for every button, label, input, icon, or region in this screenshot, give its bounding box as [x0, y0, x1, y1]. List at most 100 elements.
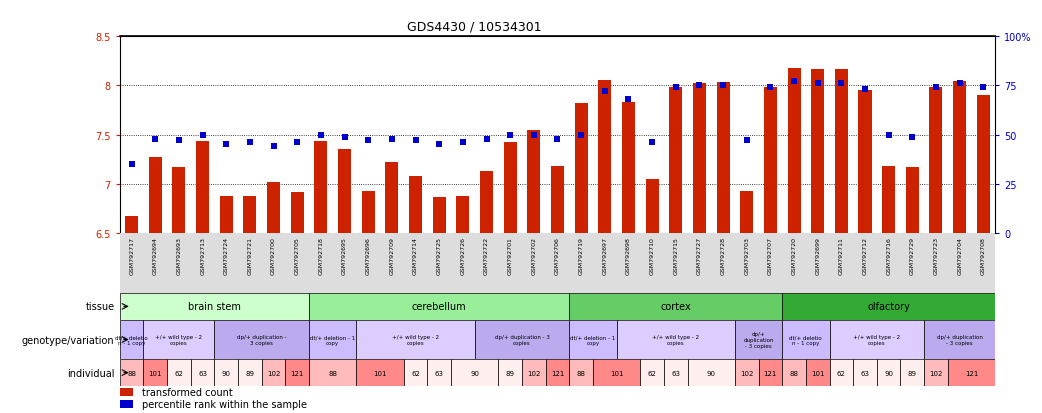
Bar	[149, 158, 162, 233]
Text: 121: 121	[291, 370, 304, 376]
Point	[951, 81, 968, 88]
Text: 88: 88	[328, 370, 338, 376]
Text: GSM792723: GSM792723	[934, 236, 939, 274]
Text: GSM792726: GSM792726	[461, 236, 466, 274]
Bar	[693, 84, 705, 233]
Text: GSM792698: GSM792698	[626, 236, 631, 274]
Bar	[338, 150, 351, 233]
Text: 102: 102	[929, 370, 943, 376]
Text: percentile rank within the sample: percentile rank within the sample	[142, 399, 306, 409]
Text: GSM792709: GSM792709	[390, 236, 394, 274]
Text: GSM792720: GSM792720	[792, 236, 796, 274]
Bar	[410, 176, 422, 233]
Bar	[315, 142, 327, 233]
Bar	[546, 359, 569, 386]
Point	[715, 83, 731, 90]
Point	[313, 132, 329, 139]
Bar	[120, 400, 133, 408]
Text: 88: 88	[790, 370, 798, 376]
Bar	[900, 359, 924, 386]
Text: brain stem: brain stem	[188, 301, 241, 312]
Bar	[480, 171, 493, 233]
Bar	[948, 359, 995, 386]
Text: GSM792717: GSM792717	[129, 236, 134, 274]
Text: GSM792719: GSM792719	[578, 236, 584, 274]
Bar	[120, 388, 133, 396]
Bar	[267, 182, 280, 233]
Text: GSM792708: GSM792708	[981, 236, 986, 274]
Text: GSM792727: GSM792727	[697, 236, 702, 274]
Bar	[569, 320, 617, 359]
Text: 62: 62	[837, 370, 846, 376]
Text: genotype/variation: genotype/variation	[22, 335, 115, 345]
Bar	[498, 359, 522, 386]
Text: GSM792695: GSM792695	[342, 236, 347, 274]
Bar	[788, 69, 800, 233]
Bar	[196, 142, 209, 233]
Text: dt/+ deletion - 1
copy: dt/+ deletion - 1 copy	[311, 334, 355, 345]
Bar	[598, 80, 612, 233]
Text: GSM792701: GSM792701	[507, 236, 513, 274]
Text: 89: 89	[505, 370, 515, 376]
Text: 63: 63	[861, 370, 869, 376]
Bar	[669, 88, 683, 233]
Bar	[167, 359, 191, 386]
Text: 62: 62	[412, 370, 420, 376]
Bar	[569, 359, 593, 386]
Point	[266, 144, 282, 150]
Point	[810, 81, 826, 88]
Text: GSM792707: GSM792707	[768, 236, 773, 274]
Bar	[403, 359, 427, 386]
Text: transformed count: transformed count	[142, 387, 232, 397]
Bar	[622, 103, 635, 233]
Point	[383, 136, 400, 142]
Bar	[617, 320, 735, 359]
Point	[549, 136, 566, 142]
Bar	[688, 359, 735, 386]
Point	[123, 161, 140, 168]
Point	[147, 136, 164, 142]
Point	[833, 81, 849, 88]
Bar	[244, 196, 256, 233]
Text: 90: 90	[706, 370, 716, 376]
Bar	[853, 359, 876, 386]
Bar	[144, 320, 215, 359]
Text: 121: 121	[965, 370, 978, 376]
Bar	[527, 131, 541, 233]
Text: GSM792704: GSM792704	[958, 236, 962, 274]
Text: GSM792705: GSM792705	[295, 236, 300, 274]
Text: dt/+ deletio
n - 1 copy: dt/+ deletio n - 1 copy	[790, 334, 822, 345]
Bar	[522, 359, 546, 386]
Bar	[120, 293, 309, 320]
Bar	[829, 320, 924, 359]
Bar	[239, 359, 262, 386]
Text: 63: 63	[198, 370, 207, 376]
Text: dp/+ duplication -
3 copies: dp/+ duplication - 3 copies	[237, 334, 287, 345]
Text: GSM792694: GSM792694	[153, 236, 157, 274]
Text: 90: 90	[470, 370, 479, 376]
Bar	[924, 359, 948, 386]
Bar	[475, 320, 569, 359]
Text: 121: 121	[551, 370, 564, 376]
Text: 90: 90	[222, 370, 230, 376]
Bar	[427, 359, 451, 386]
Text: cerebellum: cerebellum	[412, 301, 467, 312]
Text: GSM792702: GSM792702	[531, 236, 537, 274]
Point	[573, 132, 590, 139]
Point	[289, 140, 305, 146]
Point	[596, 89, 613, 95]
Bar	[220, 196, 232, 233]
Bar	[740, 191, 753, 233]
Bar	[640, 359, 664, 386]
Bar	[173, 168, 185, 233]
Text: tissue: tissue	[85, 301, 115, 312]
Text: dp/+
duplication
- 3 copies: dp/+ duplication - 3 copies	[743, 331, 774, 348]
Text: +/+ wild type - 2
copies: +/+ wild type - 2 copies	[392, 334, 439, 345]
Text: 62: 62	[174, 370, 183, 376]
Text: dt/+ deletio
n - 1 copy: dt/+ deletio n - 1 copy	[116, 334, 148, 345]
Text: 121: 121	[764, 370, 777, 376]
Text: GSM792696: GSM792696	[366, 236, 371, 274]
Text: GSM792715: GSM792715	[673, 236, 678, 274]
Bar	[386, 163, 398, 233]
Bar	[764, 88, 777, 233]
